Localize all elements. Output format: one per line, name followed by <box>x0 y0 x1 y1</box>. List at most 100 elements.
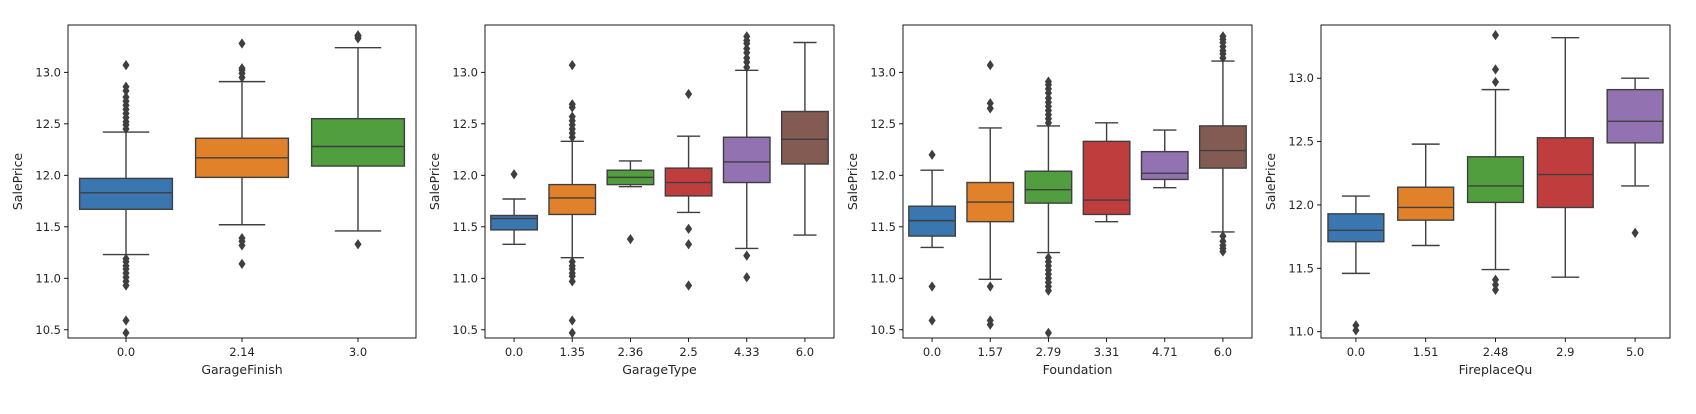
x-tick-label: 0.0 <box>117 345 135 359</box>
outlier-point <box>986 281 994 292</box>
outlier-point <box>568 99 576 110</box>
outlier-point <box>1219 230 1227 242</box>
y-tick-label: 12.5 <box>1288 135 1314 149</box>
x-axis-label: GarageFinish <box>201 362 282 377</box>
outlier-point <box>568 327 576 338</box>
x-tick-label: 2.14 <box>229 345 255 359</box>
y-tick-label: 10.5 <box>452 323 478 337</box>
box-0.0 <box>1327 195 1385 336</box>
outlier-point <box>354 239 362 250</box>
x-axis-label: GarageType <box>622 362 697 377</box>
y-tick-label: 11.0 <box>452 271 478 285</box>
iqr-box <box>548 183 597 216</box>
outlier-point <box>122 327 130 338</box>
outlier-point <box>626 234 634 245</box>
box-2.5 <box>664 88 713 291</box>
plot-frame <box>902 24 1253 339</box>
box-1.51 <box>1397 143 1455 247</box>
y-tick-label: 12.5 <box>452 117 478 131</box>
outlier-point <box>1044 327 1052 338</box>
iqr-box <box>490 214 539 231</box>
outlier-point <box>685 239 693 250</box>
iqr-box <box>1466 156 1525 204</box>
outlier-point <box>1631 227 1639 238</box>
outlier-point <box>1219 236 1227 247</box>
outlier-point <box>986 315 994 326</box>
box-6.0 <box>780 41 829 236</box>
x-tick-label: 3.0 <box>349 345 367 359</box>
x-tick-label: 5.0 <box>1626 345 1644 359</box>
outlier-point <box>122 91 130 103</box>
iqr-box <box>722 136 771 184</box>
box-4.71 <box>1140 129 1189 189</box>
box-4.33 <box>722 31 771 283</box>
box-3.0 <box>310 30 406 250</box>
x-tick-label: 4.71 <box>1152 345 1178 359</box>
iqr-box <box>78 177 174 210</box>
outlier-point <box>928 315 936 326</box>
outlier-point <box>122 81 130 92</box>
plot-frame <box>484 24 835 339</box>
box-2.36 <box>606 160 655 245</box>
iqr-box <box>780 110 829 165</box>
x-tick-label: 0.0 <box>1347 345 1365 359</box>
box-2.14 <box>194 38 290 269</box>
x-tick-label: 1.51 <box>1413 345 1439 359</box>
outlier-point <box>568 111 576 122</box>
box-2.48 <box>1466 30 1525 295</box>
outlier-point <box>685 223 693 234</box>
outlier-point <box>1044 92 1052 104</box>
x-axis-label: FireplaceQu <box>1459 362 1533 377</box>
y-tick-label: 10.5 <box>870 323 896 337</box>
x-tick-label: 0.0 <box>923 345 941 359</box>
y-tick-label: 13.0 <box>35 65 61 79</box>
iqr-box <box>1198 125 1247 169</box>
outlier-point <box>743 43 751 54</box>
y-tick-label: 13.0 <box>452 65 478 79</box>
outlier-point <box>122 315 130 326</box>
y-tick-label: 12.0 <box>452 168 478 182</box>
x-tick-label: 0.0 <box>505 345 523 359</box>
x-tick-label: 2.48 <box>1483 345 1509 359</box>
y-tick-label: 11.0 <box>1288 325 1314 339</box>
outlier-point <box>1219 31 1227 42</box>
box-0.0 <box>78 60 174 338</box>
outlier-point <box>743 52 751 64</box>
y-axis-label: SalePrice <box>845 153 860 211</box>
y-axis-label: SalePrice <box>1263 153 1278 211</box>
x-tick-label: 6.0 <box>1214 345 1232 359</box>
iqr-box <box>310 117 406 167</box>
y-tick-label: 11.5 <box>1288 261 1314 275</box>
outlier-point <box>986 98 994 109</box>
x-tick-label: 2.5 <box>679 345 697 359</box>
y-axis-label: SalePrice <box>10 153 25 211</box>
y-axis-label: SalePrice <box>427 153 442 211</box>
x-tick-label: 1.57 <box>977 345 1003 359</box>
y-tick-label: 11.0 <box>35 271 61 285</box>
x-tick-label: 4.33 <box>734 345 760 359</box>
box-5.0 <box>1606 77 1664 238</box>
outlier-point <box>1352 320 1360 331</box>
y-tick-label: 13.0 <box>870 65 896 79</box>
outlier-point <box>928 281 936 292</box>
outlier-point <box>986 60 994 71</box>
y-tick-label: 12.5 <box>870 117 896 131</box>
chart-panel-1: 10.5 11.0 11.5 12.0 12.5 13.0 SalePrice GarageF… <box>10 24 417 377</box>
outlier-point <box>1491 64 1500 75</box>
y-tick-label: 11.5 <box>35 220 61 234</box>
box-1.57 <box>966 60 1015 330</box>
outlier-point <box>354 30 362 41</box>
x-tick-label: 2.79 <box>1036 345 1062 359</box>
iqr-box <box>1536 137 1594 209</box>
outlier-point <box>685 280 693 291</box>
outlier-point <box>1491 30 1500 41</box>
outlier-point <box>568 256 576 267</box>
iqr-box <box>1140 150 1189 181</box>
iqr-box <box>1397 186 1455 221</box>
iqr-box <box>1024 170 1073 204</box>
outlier-point <box>928 149 936 160</box>
outlier-point <box>122 60 130 71</box>
y-tick-label: 11.5 <box>452 220 478 234</box>
